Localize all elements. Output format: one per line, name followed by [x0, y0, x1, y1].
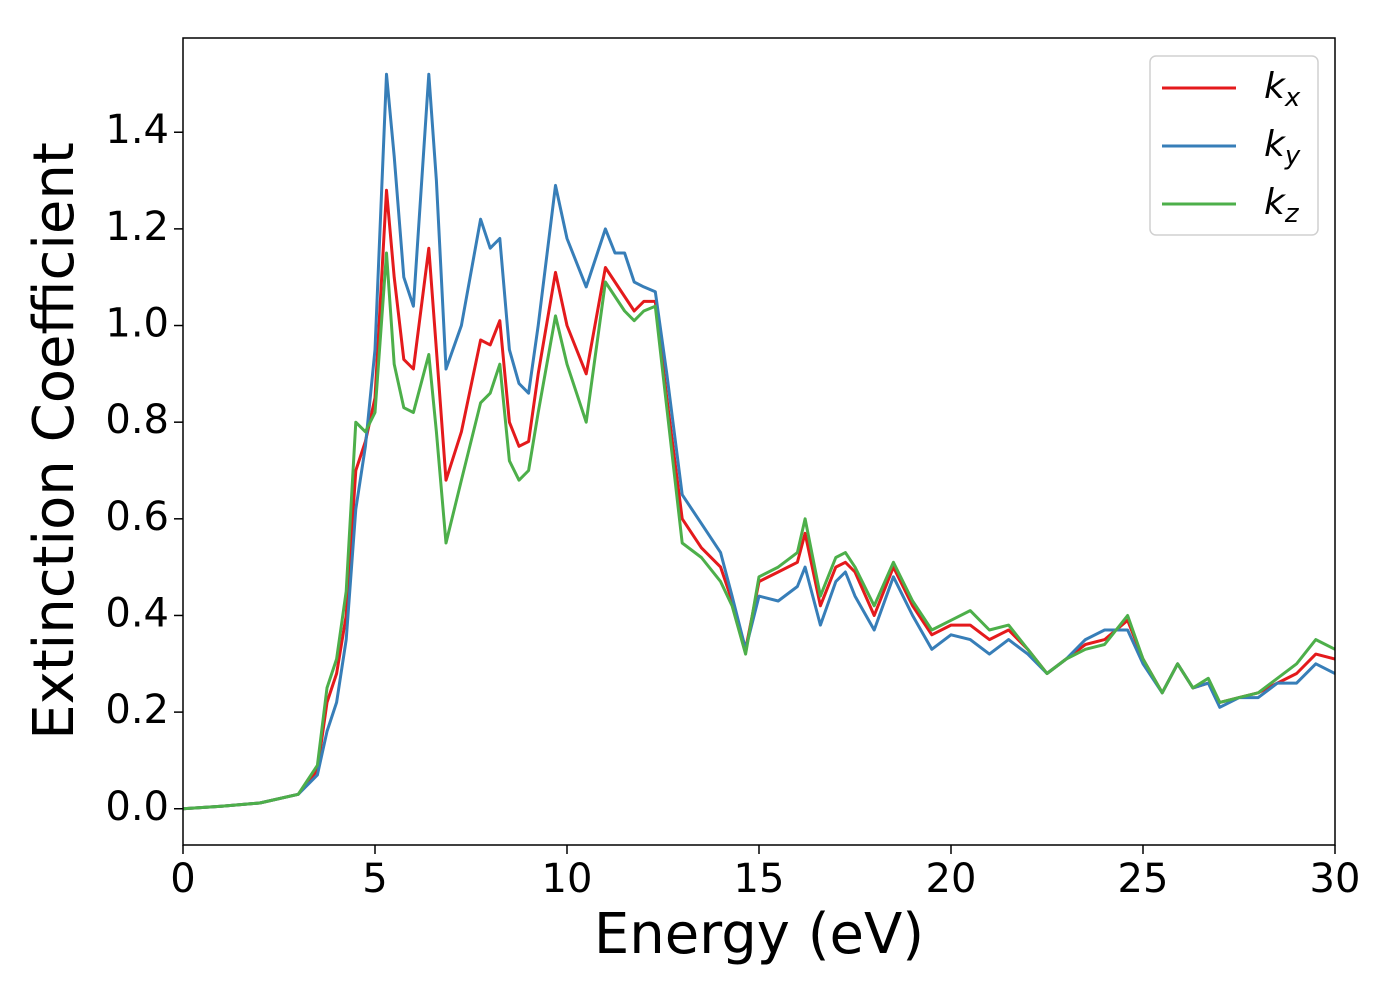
x-tick-label: 15: [734, 856, 785, 902]
legend-label: kz: [1264, 182, 1300, 229]
x-tick-label: 25: [1118, 856, 1169, 902]
x-tick-label: 0: [170, 856, 195, 902]
y-tick-label: 0.4: [105, 590, 169, 636]
plot-frame: [182, 37, 1336, 846]
y-tick-label: 1.2: [105, 204, 169, 250]
y-tick-label: 0.6: [105, 494, 169, 540]
x-tick-label: 30: [1310, 856, 1361, 902]
line-series: [183, 72, 1335, 811]
x-axis-label: Energy (eV): [594, 902, 924, 967]
legend-label: ky: [1264, 124, 1301, 171]
y-tick-label: 1.0: [105, 301, 169, 347]
x-tick-label: 5: [362, 856, 387, 902]
y-tick-label: 0.8: [105, 397, 169, 443]
legend-label: kx: [1264, 66, 1301, 113]
line-series: [183, 251, 1335, 811]
x-tick-label: 10: [542, 856, 593, 902]
y-tick-label: 0.2: [105, 687, 169, 733]
y-tick-label: 0.0: [105, 784, 169, 830]
x-tick-label: 20: [926, 856, 977, 902]
y-axis-label: Extinction Coefficient: [22, 142, 87, 740]
y-tick-label: 1.4: [105, 107, 169, 153]
